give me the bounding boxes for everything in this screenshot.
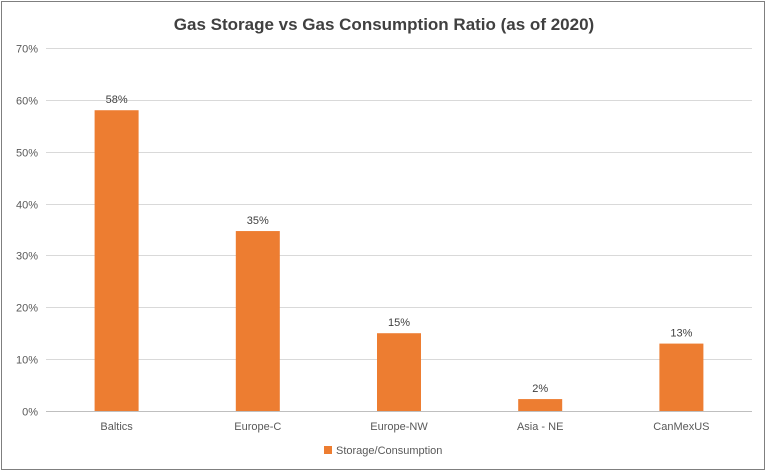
x-category-label: Baltics — [100, 421, 133, 433]
data-label: 35% — [247, 215, 269, 227]
legend: Storage/Consumption — [324, 445, 442, 457]
y-tick-label: 50% — [16, 148, 38, 160]
chart-title: Gas Storage vs Gas Consumption Ratio (as… — [174, 15, 594, 34]
legend-label: Storage/Consumption — [336, 445, 442, 457]
y-axis-ticks: 0% 10% 20% 30% 40% 50% 60% 70% — [16, 44, 38, 419]
y-tick-label: 10% — [16, 355, 38, 367]
legend-swatch — [324, 446, 332, 454]
x-category-label: Asia - NE — [517, 421, 563, 433]
y-tick-label: 30% — [16, 251, 38, 263]
bar — [659, 343, 704, 411]
data-label: 15% — [388, 317, 410, 329]
x-category-label: Europe-C — [234, 421, 281, 433]
y-tick-label: 0% — [22, 407, 38, 419]
y-tick-label: 20% — [16, 303, 38, 315]
gridlines — [46, 48, 752, 412]
y-tick-label: 70% — [16, 44, 38, 56]
x-category-label: CanMexUS — [653, 421, 709, 433]
bar — [235, 231, 280, 411]
data-label: 2% — [532, 383, 548, 395]
bars — [94, 110, 704, 411]
data-labels: 58% 35% 15% 2% 13% — [106, 94, 693, 395]
bar — [377, 333, 421, 411]
bar — [518, 399, 563, 411]
x-axis-categories: Baltics Europe-C Europe-NW Asia - NE CanMexU… — [100, 421, 709, 433]
y-tick-label: 40% — [16, 200, 38, 212]
bar — [94, 110, 139, 411]
x-category-label: Europe-NW — [370, 421, 428, 433]
data-label: 13% — [670, 328, 692, 340]
y-tick-label: 60% — [16, 96, 38, 108]
data-label: 58% — [106, 94, 128, 106]
